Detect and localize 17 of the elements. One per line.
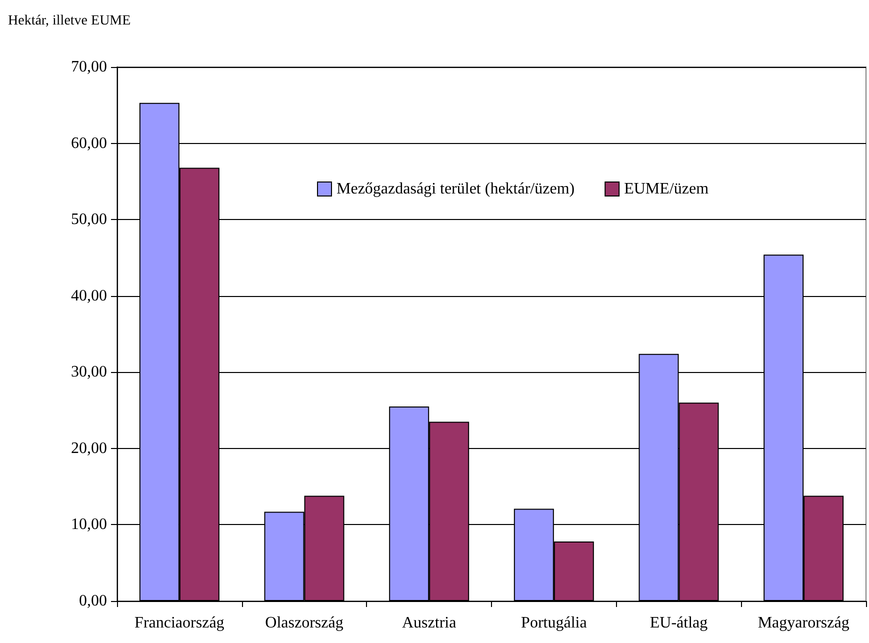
- x-tick-label: Portugália: [521, 614, 587, 632]
- legend-label: Mezőgazdasági terület (hektár/üzem): [336, 180, 575, 198]
- legend-label: EUME/üzem: [624, 180, 710, 198]
- x-tick-label: Ausztria: [402, 614, 456, 632]
- y-tick-label: 30,00: [71, 364, 107, 381]
- y-tick-label: 0,00: [79, 592, 107, 610]
- x-tick-label: Olaszország: [265, 614, 344, 632]
- y-tick-label: 60,00: [71, 134, 107, 152]
- y-tick-label: 10,00: [71, 516, 107, 534]
- y-tick-label: 70,00: [71, 58, 107, 76]
- x-tick-label: Franciaország: [134, 614, 224, 632]
- x-tick-label: EU-átlag: [650, 614, 708, 632]
- y-tick-label: 40,00: [71, 287, 107, 304]
- y-tick-label: 20,00: [71, 440, 107, 457]
- x-tick-label: Magyarország: [758, 614, 850, 632]
- y-axis-title: Hektár, illetve EUME: [8, 14, 131, 28]
- y-tick-label: 50,00: [71, 211, 107, 228]
